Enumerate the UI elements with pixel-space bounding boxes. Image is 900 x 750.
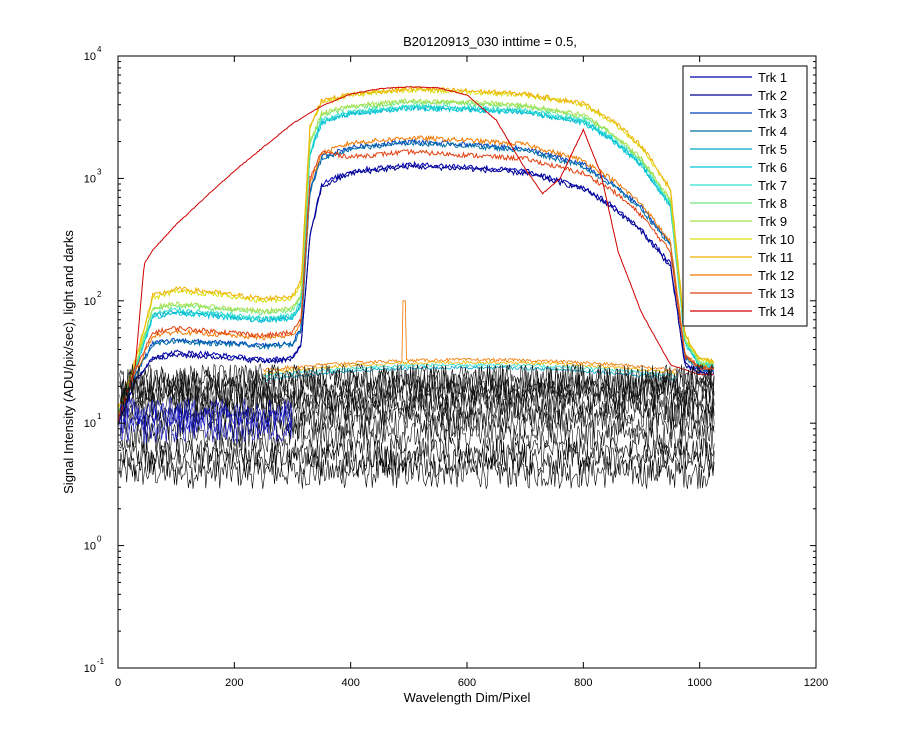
series-line-2 bbox=[117, 163, 714, 426]
dark-noise-trace bbox=[119, 363, 715, 395]
legend-label-10: Trk 10 bbox=[758, 232, 794, 247]
series-line-9 bbox=[117, 97, 715, 414]
y-tick-label-exp: 2 bbox=[97, 290, 102, 299]
y-tick-label-exp: -1 bbox=[97, 657, 105, 666]
y-tick-label-base: 10 bbox=[84, 173, 96, 185]
series-line-4 bbox=[117, 139, 714, 424]
series-line-11 bbox=[117, 85, 715, 410]
legend-label-11: Trk 11 bbox=[758, 250, 793, 265]
legend-box bbox=[682, 65, 808, 327]
x-tick-label: 1200 bbox=[804, 677, 828, 689]
dark-noise-trace bbox=[119, 409, 715, 442]
x-tick-label: 600 bbox=[458, 677, 476, 689]
legend-label-6: Trk 6 bbox=[758, 160, 787, 175]
legend-label-3: Trk 3 bbox=[758, 106, 787, 121]
dark-noise-trace bbox=[119, 397, 293, 425]
x-axis-ticks: 0 200 400 600 800 1000 1200 bbox=[115, 56, 828, 689]
series-layer bbox=[117, 85, 715, 426]
legend-label-8: Trk 8 bbox=[758, 196, 787, 211]
dark-noise-trace bbox=[119, 405, 293, 434]
plateau-trace bbox=[263, 359, 677, 375]
y-tick-label-exp: 1 bbox=[97, 412, 102, 421]
legend-label-7: Trk 7 bbox=[758, 178, 787, 193]
legend-label-13: Trk 13 bbox=[758, 286, 794, 301]
legend-label-14: Trk 14 bbox=[758, 304, 794, 319]
dark-noise-layer bbox=[119, 363, 715, 489]
legend-label-9: Trk 9 bbox=[758, 214, 787, 229]
x-tick-label: 200 bbox=[225, 677, 243, 689]
dark-noise-trace bbox=[119, 416, 293, 444]
y-tick-label-base: 10 bbox=[84, 418, 96, 430]
dark-noise-trace bbox=[119, 421, 715, 453]
plateau-trace bbox=[263, 362, 677, 379]
x-tick-label: 0 bbox=[115, 677, 121, 689]
x-tick-label: 800 bbox=[574, 677, 592, 689]
chart-title: B20120913_030 inttime = 0.5, bbox=[403, 34, 577, 49]
x-axis-label: Wavelength Dim/Pixel bbox=[404, 690, 531, 705]
y-tick-label-exp: 3 bbox=[97, 167, 102, 176]
legend: Trk 1 Trk 2 Trk 3 Trk 4 Trk 5 Trk 6 Trk 7 Trk 8… bbox=[682, 65, 808, 327]
y-tick-label-base: 10 bbox=[84, 541, 96, 553]
legend-items: Trk 1 Trk 2 Trk 3 Trk 4 Trk 5 Trk 6 Trk 7 Trk 8… bbox=[690, 70, 794, 319]
legend-label-4: Trk 4 bbox=[758, 124, 787, 139]
x-tick-label: 1000 bbox=[687, 677, 711, 689]
series-line-12 bbox=[117, 134, 715, 417]
dark-noise-trace bbox=[119, 367, 715, 399]
legend-label-5: Trk 5 bbox=[758, 142, 787, 157]
y-tick-label-base: 10 bbox=[84, 663, 96, 675]
y-tick-label-base: 10 bbox=[84, 51, 96, 63]
legend-label-12: Trk 12 bbox=[758, 268, 794, 283]
legend-label-2: Trk 2 bbox=[758, 88, 787, 103]
y-tick-label-exp: 0 bbox=[97, 535, 102, 544]
plateau-trace bbox=[263, 300, 677, 372]
legend-label-1: Trk 1 bbox=[758, 70, 787, 85]
x-tick-label: 400 bbox=[341, 677, 359, 689]
series-line-1 bbox=[117, 160, 715, 426]
dark-noise-trace bbox=[119, 446, 715, 478]
series-line-14 bbox=[117, 86, 714, 424]
y-tick-label-exp: 4 bbox=[97, 45, 102, 54]
series-line-7 bbox=[117, 102, 714, 413]
series-line-13 bbox=[117, 148, 714, 420]
y-tick-label-base: 10 bbox=[84, 296, 96, 308]
y-axis-label: Signal Intensity (ADU/pix/sec), light an… bbox=[61, 230, 76, 494]
